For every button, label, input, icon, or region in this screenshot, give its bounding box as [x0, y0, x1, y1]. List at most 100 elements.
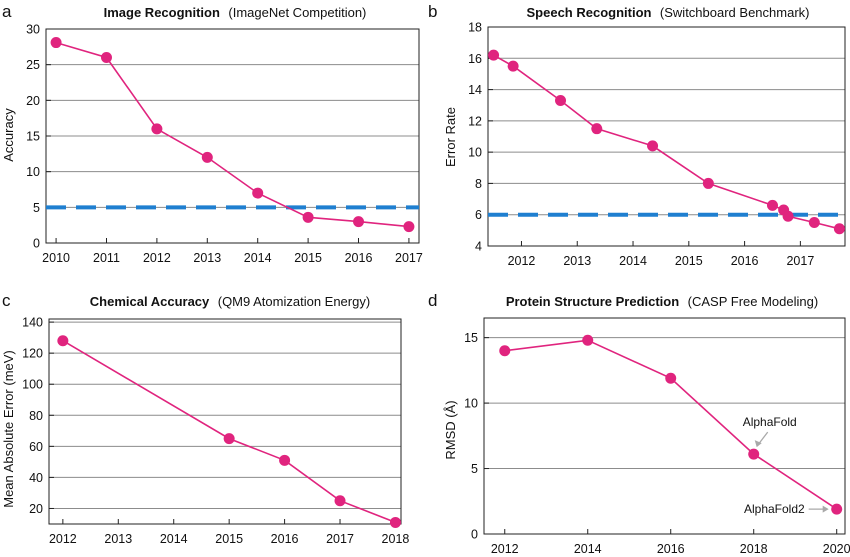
panel-a: a Image Recognition (ImageNet Competitio… [1, 2, 423, 265]
chart-title-b: Speech Recognition (Switchboard Benchmar… [527, 4, 810, 21]
plot-area-b: 4 6 8 10 12 14 16 18 2012 2013 2014 2015 2016 2017 [468, 21, 846, 268]
data-point [591, 123, 603, 135]
x-tick-label: 2018 [382, 532, 410, 546]
x-tick-label: 2017 [326, 532, 354, 546]
x-tick-label: 2014 [160, 532, 188, 546]
y-tick-label: 30 [26, 23, 40, 37]
x-tick-label: 2012 [49, 532, 77, 546]
y-tick-label: 4 [475, 240, 482, 254]
y-tick-label: 0 [471, 528, 478, 542]
plot-frame [487, 26, 846, 247]
panel-label-b: b [428, 2, 437, 21]
x-tick-label: 2014 [244, 251, 272, 265]
data-point [702, 177, 714, 189]
data-point [808, 217, 820, 229]
panel-c: c Chemical Accuracy (QM9 Atomization Ene… [1, 291, 409, 546]
annotation-arrowhead [822, 505, 829, 513]
y-tick-label: 20 [26, 94, 40, 108]
title-main-c: Chemical Accuracy [90, 294, 210, 309]
series-line [55, 41, 409, 228]
chart-title-d: Protein Structure Prediction (CASP Free … [506, 293, 818, 310]
x-tick-label: 2017 [786, 254, 814, 268]
data-point [223, 433, 235, 445]
series-line [62, 340, 396, 524]
data-point [252, 187, 264, 199]
y-tick-label: 6 [475, 208, 482, 222]
x-tick-label: 2011 [93, 251, 120, 265]
y-tick-label: 15 [26, 130, 40, 144]
y-axis-label-a: Accuracy [1, 108, 16, 162]
panel-label-c: c [2, 291, 11, 310]
title-sub-b: (Switchboard Benchmark) [660, 5, 810, 20]
data-point [389, 516, 401, 528]
data-point [748, 448, 760, 460]
y-axis-label-c: Mean Absolute Error (meV) [1, 350, 16, 508]
data-point [831, 503, 843, 515]
data-point [555, 95, 567, 107]
y-tick-label: 10 [468, 146, 482, 160]
x-tick-label: 2010 [42, 251, 70, 265]
x-tick-label: 2017 [395, 251, 423, 265]
data-point [782, 210, 794, 222]
x-tick-label: 2012 [491, 542, 519, 556]
x-tick-label: 2016 [271, 532, 299, 546]
data-point [151, 123, 163, 135]
chart-title-a: Image Recognition (ImageNet Competition) [104, 4, 367, 21]
x-tick-label: 2013 [193, 251, 221, 265]
title-sub-c: (QM9 Atomization Energy) [218, 294, 370, 309]
x-tick-label: 2016 [657, 542, 685, 556]
y-tick-label: 25 [26, 58, 40, 72]
y-tick-label: 60 [29, 440, 43, 454]
x-tick-label: 2018 [740, 542, 768, 556]
x-tick-label: 2013 [104, 532, 132, 546]
title-sub-a: (ImageNet Competition) [228, 5, 366, 20]
x-tick-label: 2012 [143, 251, 171, 265]
title-main-d: Protein Structure Prediction [506, 294, 679, 309]
chart-title-c: Chemical Accuracy (QM9 Atomization Energ… [90, 293, 370, 310]
plot-area-a: 0 5 10 15 20 25 30 2010 2011 2012 2013 2014 2015 2016… [26, 23, 423, 266]
x-tick-label: 2020 [823, 542, 850, 556]
x-tick-label: 2014 [619, 254, 647, 268]
x-tick-label: 2015 [215, 532, 243, 546]
y-tick-label: 0 [33, 237, 40, 251]
y-tick-label: 5 [33, 201, 40, 215]
y-tick-label: 16 [468, 52, 482, 66]
x-tick-label: 2015 [675, 254, 703, 268]
data-point [334, 495, 346, 507]
data-point [302, 211, 314, 223]
y-tick-label: 120 [22, 347, 43, 361]
y-tick-label: 140 [22, 316, 43, 330]
y-tick-label: 10 [464, 397, 478, 411]
data-point [507, 60, 519, 72]
annotation-arrowhead [754, 440, 762, 448]
data-point [647, 140, 659, 152]
y-tick-label: 15 [464, 331, 478, 345]
x-tick-label: 2013 [563, 254, 591, 268]
data-point [665, 372, 677, 384]
data-point [50, 37, 62, 49]
title-main-a: Image Recognition [104, 5, 220, 20]
y-tick-label: 14 [468, 83, 482, 97]
title-sub-d: (CASP Free Modeling) [688, 294, 819, 309]
y-axis-label-b: Error Rate [443, 107, 458, 167]
y-tick-label: 5 [471, 462, 478, 476]
annotation-label: AlphaFold [743, 415, 797, 429]
data-point [582, 334, 594, 346]
panel-label-a: a [2, 2, 12, 21]
data-point [279, 454, 291, 466]
panel-b: b Speech Recognition (Switchboard Benchm… [428, 2, 846, 268]
y-axis-label-d: RMSD (Å) [443, 400, 458, 459]
y-tick-label: 80 [29, 409, 43, 423]
y-tick-label: 100 [22, 378, 43, 392]
y-tick-label: 18 [468, 21, 482, 35]
data-point [57, 335, 69, 347]
data-point [833, 223, 845, 235]
y-tick-label: 8 [475, 177, 482, 191]
annotation-label: AlphaFold2 [744, 502, 805, 516]
plot-area-c: 20 40 60 80 100 120 140 2012 2013 2014 2015 2016 201… [22, 316, 409, 546]
data-point [488, 49, 500, 61]
y-tick-label: 12 [468, 114, 482, 128]
x-tick-label: 2014 [574, 542, 602, 556]
data-point [766, 199, 778, 211]
